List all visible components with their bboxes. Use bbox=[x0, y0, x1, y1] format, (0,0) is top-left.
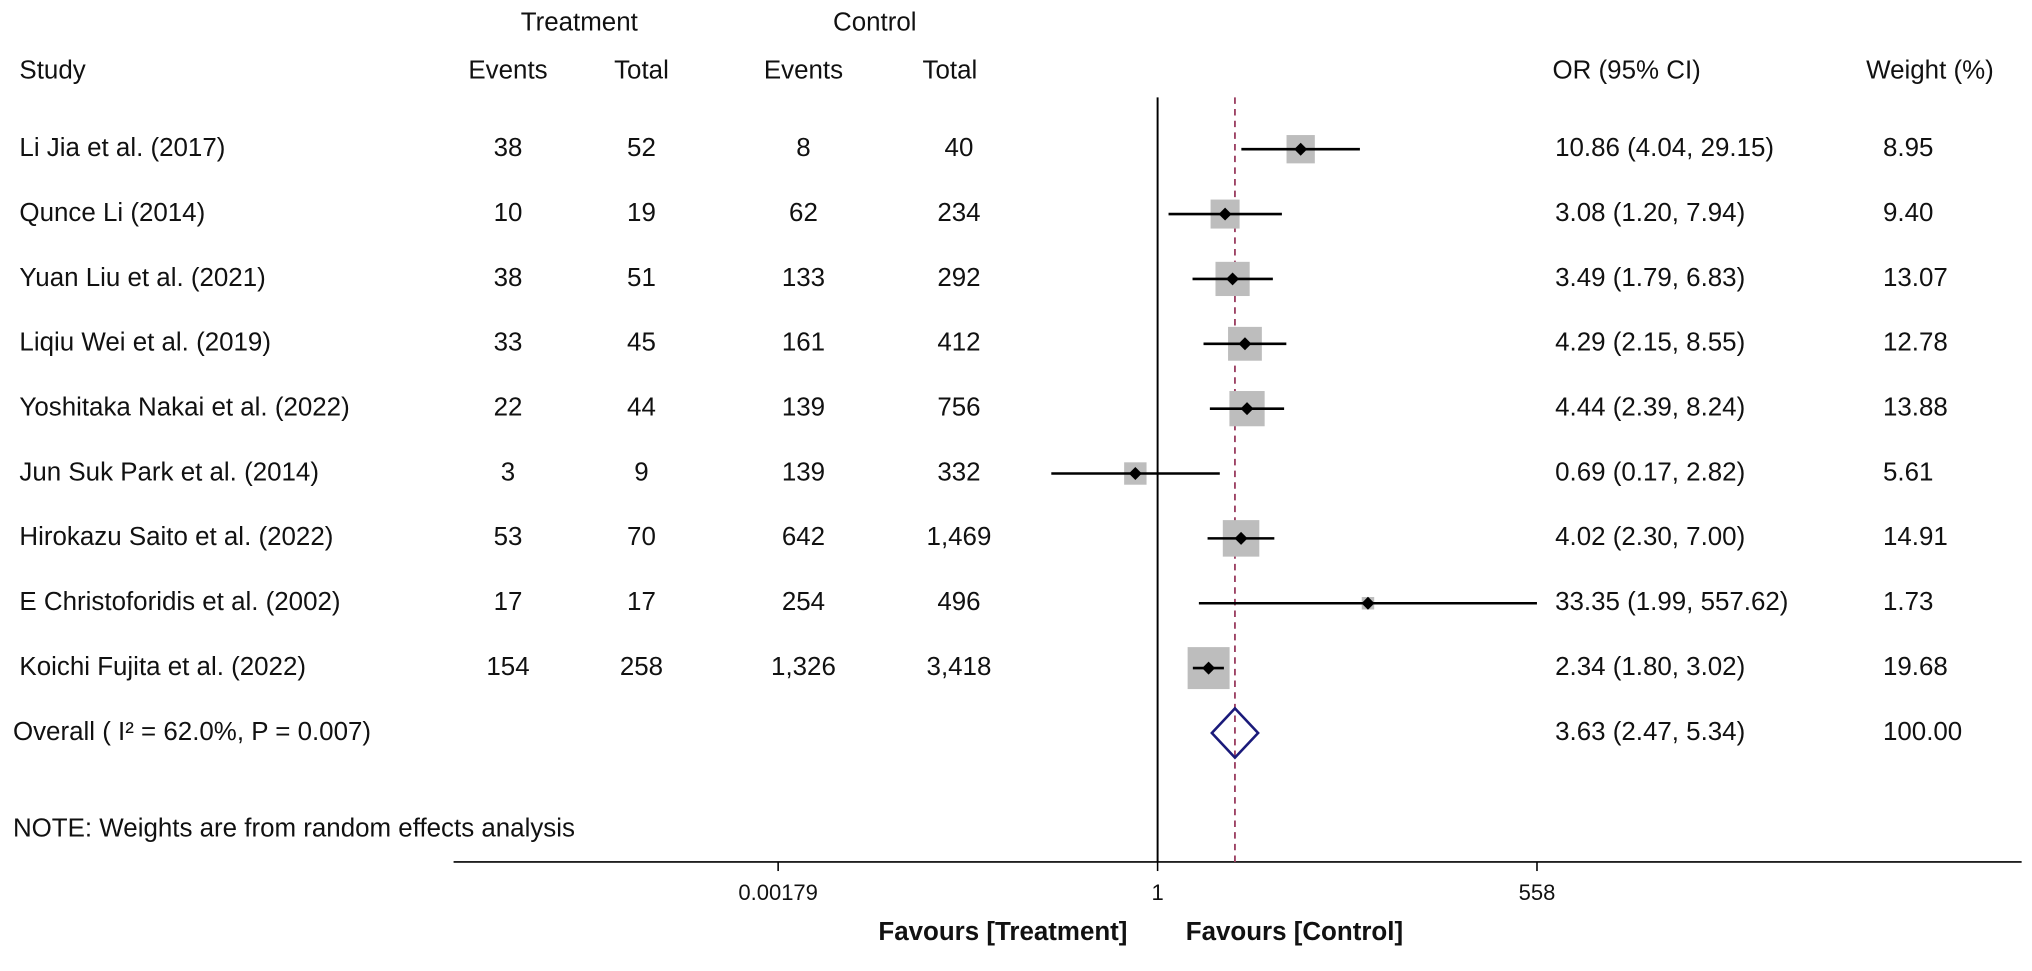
table-cell: 412 bbox=[937, 329, 980, 357]
table-cell: 17 bbox=[494, 588, 523, 616]
column-header: Events bbox=[468, 56, 547, 84]
table-cell: 70 bbox=[627, 523, 656, 551]
or-label: 33.35 (1.99, 557.62) bbox=[1555, 588, 1788, 616]
study-label: Qunce Li (2014) bbox=[19, 199, 205, 227]
study-label: E Christoforidis et al. (2002) bbox=[19, 588, 340, 616]
table-cell: 8 bbox=[796, 134, 810, 162]
x-tick-label: 558 bbox=[1519, 880, 1556, 905]
table-cell: 17 bbox=[627, 588, 656, 616]
table-cell: 45 bbox=[627, 329, 656, 357]
or-label: 2.34 (1.80, 3.02) bbox=[1555, 653, 1745, 681]
table-cell: 38 bbox=[494, 134, 523, 162]
x-label-left: Favours [Treatment] bbox=[878, 918, 1127, 946]
x-tick-label: 0.00179 bbox=[738, 880, 818, 905]
table-cell: 3 bbox=[501, 458, 515, 486]
table-cell: 332 bbox=[937, 458, 980, 486]
study-label: Jun Suk Park et al. (2014) bbox=[19, 458, 319, 486]
table-cell: 19 bbox=[627, 199, 656, 227]
table-cell: 22 bbox=[494, 393, 523, 421]
table-cell: 496 bbox=[937, 588, 980, 616]
weight-label: 12.78 bbox=[1883, 329, 1948, 357]
table-cell: 133 bbox=[782, 264, 825, 292]
table-cell: 642 bbox=[782, 523, 825, 551]
study-label: Hirokazu Saito et al. (2022) bbox=[19, 523, 333, 551]
study-label: Yoshitaka Nakai et al. (2022) bbox=[19, 393, 349, 421]
point-estimate bbox=[1202, 661, 1216, 675]
table-cell: 33 bbox=[494, 329, 523, 357]
weight-label: 13.88 bbox=[1883, 393, 1948, 421]
group-header: Treatment bbox=[521, 8, 639, 36]
or-label: 3.08 (1.20, 7.94) bbox=[1555, 199, 1745, 227]
study-label: Li Jia et al. (2017) bbox=[19, 134, 225, 162]
or-label: 4.02 (2.30, 7.00) bbox=[1555, 523, 1745, 551]
x-tick-label: 1 bbox=[1151, 880, 1163, 905]
table-cell: 51 bbox=[627, 264, 656, 292]
table-cell: 52 bbox=[627, 134, 656, 162]
or-label: 4.44 (2.39, 8.24) bbox=[1555, 393, 1745, 421]
table-cell: 139 bbox=[782, 458, 825, 486]
or-label: 10.86 (4.04, 29.15) bbox=[1555, 134, 1774, 162]
weight-label: 100.00 bbox=[1883, 718, 1962, 746]
table-cell: 1,469 bbox=[927, 523, 992, 551]
note: NOTE: Weights are from random effects an… bbox=[13, 814, 575, 842]
table-cell: 139 bbox=[782, 393, 825, 421]
table-cell: 53 bbox=[494, 523, 523, 551]
point-estimate bbox=[1240, 402, 1254, 416]
table-cell: 234 bbox=[937, 199, 980, 227]
weight-label: 1.73 bbox=[1883, 588, 1933, 616]
table-cell: 254 bbox=[782, 588, 825, 616]
column-header: Weight (%) bbox=[1866, 56, 1994, 84]
or-label: 4.29 (2.15, 8.55) bbox=[1555, 329, 1745, 357]
column-header: Total bbox=[614, 56, 669, 84]
table-cell: 3,418 bbox=[927, 653, 992, 681]
column-header: Events bbox=[764, 56, 843, 84]
or-label: 0.69 (0.17, 2.82) bbox=[1555, 458, 1745, 486]
table-cell: 154 bbox=[486, 653, 529, 681]
study-label: Koichi Fujita et al. (2022) bbox=[19, 653, 306, 681]
point-estimate bbox=[1294, 142, 1308, 156]
column-header: Total bbox=[923, 56, 978, 84]
weight-label: 8.95 bbox=[1883, 134, 1933, 162]
or-label: 3.49 (1.79, 6.83) bbox=[1555, 264, 1745, 292]
weight-label: 14.91 bbox=[1883, 523, 1948, 551]
table-cell: 62 bbox=[789, 199, 818, 227]
x-label-right: Favours [Control] bbox=[1186, 918, 1403, 946]
weight-label: 9.40 bbox=[1883, 199, 1933, 227]
table-cell: 258 bbox=[620, 653, 663, 681]
table-cell: 161 bbox=[782, 329, 825, 357]
weight-label: 19.68 bbox=[1883, 653, 1948, 681]
column-header: Study bbox=[19, 56, 85, 84]
table-cell: 40 bbox=[945, 134, 974, 162]
table-cell: 38 bbox=[494, 264, 523, 292]
table-cell: 10 bbox=[494, 199, 523, 227]
table-cell: 9 bbox=[634, 458, 648, 486]
table-cell: 1,326 bbox=[771, 653, 836, 681]
point-estimate bbox=[1238, 337, 1252, 351]
study-label: Liqiu Wei et al. (2019) bbox=[19, 329, 271, 357]
point-estimate bbox=[1361, 596, 1375, 610]
table-cell: 756 bbox=[937, 393, 980, 421]
table-cell: 44 bbox=[627, 393, 656, 421]
study-label: Yuan Liu et al. (2021) bbox=[19, 264, 265, 292]
weight-label: 5.61 bbox=[1883, 458, 1933, 486]
table-cell: 292 bbox=[937, 264, 980, 292]
overall-diamond bbox=[1210, 706, 1260, 760]
overall-label: Overall ( I² = 62.0%, P = 0.007) bbox=[13, 718, 371, 746]
group-header: Control bbox=[833, 8, 917, 36]
point-estimate bbox=[1226, 272, 1240, 286]
or-label: 3.63 (2.47, 5.34) bbox=[1555, 718, 1745, 746]
column-header: OR (95% CI) bbox=[1553, 56, 1701, 84]
weight-label: 13.07 bbox=[1883, 264, 1948, 292]
point-estimate bbox=[1128, 467, 1142, 480]
